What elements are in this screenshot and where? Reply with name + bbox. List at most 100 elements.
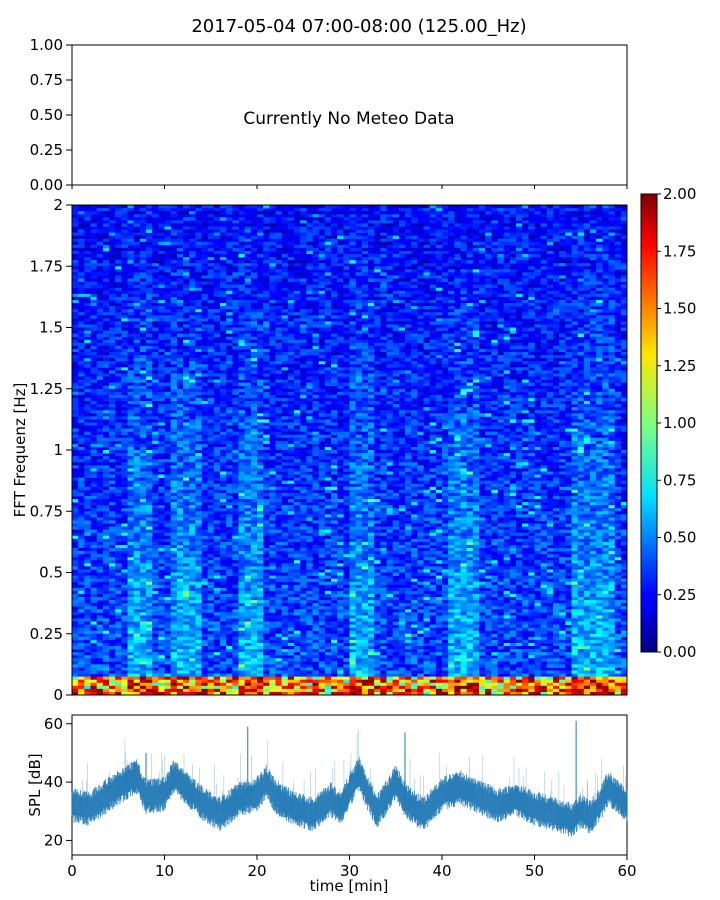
spectrogram-cell bbox=[275, 217, 283, 221]
spectrogram-cell bbox=[269, 443, 276, 448]
spectrogram-cell bbox=[176, 376, 184, 380]
spectrogram-cell bbox=[213, 603, 221, 607]
spectrogram-cell bbox=[269, 502, 276, 506]
spectrogram-cell bbox=[127, 667, 135, 671]
spectrogram-cell bbox=[183, 205, 190, 209]
spectrogram-cell bbox=[287, 554, 295, 558]
spectrogram-cell bbox=[189, 465, 196, 469]
spectrogram-cell bbox=[213, 655, 221, 659]
spectrogram-cell bbox=[152, 456, 159, 460]
spectrogram-cell bbox=[220, 560, 227, 564]
spectrogram-cell bbox=[275, 413, 283, 417]
spectrogram-cell bbox=[201, 254, 209, 258]
spectrogram-cell bbox=[183, 517, 190, 521]
spectrogram-cell bbox=[226, 691, 233, 696]
spectrogram-cell bbox=[281, 419, 289, 423]
spectrogram-cell bbox=[195, 511, 202, 515]
spectrogram-cell bbox=[146, 394, 153, 399]
spectrogram-cell bbox=[207, 281, 215, 286]
spectrogram-cell bbox=[238, 413, 246, 417]
spectrogram-cell bbox=[232, 431, 239, 436]
spectrogram-cell bbox=[287, 299, 295, 304]
spectrogram-cell bbox=[250, 483, 258, 488]
spectrogram-cell bbox=[257, 612, 264, 616]
spectrogram-cell bbox=[287, 633, 295, 638]
spectrogram-cell bbox=[183, 483, 190, 488]
spectrogram-cell bbox=[90, 609, 98, 613]
spectrogram-cell bbox=[133, 318, 141, 322]
spectrogram-cell bbox=[275, 382, 283, 387]
spectrogram-cell bbox=[121, 569, 128, 573]
spectrogram-cell bbox=[102, 318, 110, 322]
spectrogram-cell bbox=[207, 679, 215, 684]
spectrogram-cell bbox=[257, 664, 264, 668]
spectrogram-cell bbox=[238, 633, 246, 638]
spectrogram-cell bbox=[109, 361, 116, 365]
spectrogram-cell bbox=[287, 691, 295, 696]
spectrogram-cell bbox=[250, 587, 258, 592]
spectrogram-cell bbox=[158, 572, 165, 576]
spectrogram-cell bbox=[257, 529, 264, 534]
spectrogram-cell bbox=[90, 299, 98, 304]
spectrogram-cell bbox=[226, 495, 233, 500]
spectrogram-cell bbox=[115, 541, 122, 546]
spectrogram-cell bbox=[213, 385, 221, 390]
spectrogram-cell bbox=[102, 667, 110, 671]
spectrogram-cell bbox=[102, 606, 110, 610]
spectrogram-cell bbox=[257, 324, 264, 328]
spectrogram-cell bbox=[90, 523, 98, 527]
spectrogram-cell bbox=[96, 523, 104, 527]
spectrogram-cell bbox=[189, 376, 196, 380]
spectrogram-cell bbox=[220, 456, 227, 460]
spectrogram-cell bbox=[213, 278, 221, 282]
spectrogram-cell bbox=[250, 413, 258, 417]
spectrogram-cell bbox=[275, 685, 283, 690]
spectrogram-cell bbox=[90, 679, 98, 684]
spectrogram-cell bbox=[226, 548, 233, 552]
spectrogram-cell bbox=[146, 217, 153, 221]
spectrogram-cell bbox=[275, 269, 283, 273]
spectrogram-cell bbox=[195, 208, 202, 212]
spectrogram-cell bbox=[275, 526, 283, 531]
spectrogram-cell bbox=[96, 339, 104, 344]
spectrogram-cell bbox=[176, 517, 184, 521]
spectrogram-cell bbox=[275, 658, 283, 662]
spectrogram-cell bbox=[78, 379, 85, 384]
spectrogram-cell bbox=[207, 321, 215, 325]
spectrogram-cell bbox=[232, 511, 239, 515]
spectrogram-cell bbox=[115, 232, 122, 237]
spectrogram-cell bbox=[176, 431, 184, 436]
spectrogram-cell bbox=[146, 685, 153, 690]
spectrogram-cell bbox=[127, 514, 135, 518]
spectrogram-cell bbox=[109, 664, 116, 668]
spectrogram-cell bbox=[232, 232, 239, 237]
spectrogram-cell bbox=[127, 229, 135, 233]
spectrogram-cell bbox=[170, 229, 178, 233]
spectrogram-cell bbox=[158, 511, 165, 515]
spectrogram-cell bbox=[226, 425, 233, 429]
spectrogram-cell bbox=[109, 223, 116, 227]
spectrogram-cell bbox=[102, 361, 110, 365]
spectrogram-cell bbox=[133, 615, 141, 619]
spectrogram-cell bbox=[96, 254, 104, 258]
spectrogram-cell bbox=[139, 544, 147, 549]
spectrogram-cell bbox=[109, 232, 116, 237]
spectrogram-cell bbox=[158, 422, 165, 426]
spectrogram-cell bbox=[146, 655, 153, 659]
spectrogram-cell bbox=[146, 646, 153, 650]
spectrogram-cell bbox=[195, 508, 202, 512]
spectrogram-cell bbox=[189, 327, 196, 331]
spectrogram-cell bbox=[133, 520, 141, 524]
spectrogram-cell bbox=[263, 370, 270, 374]
spectrogram-cell bbox=[207, 541, 215, 546]
spectrogram-cell bbox=[102, 440, 110, 445]
spectrogram-cell bbox=[109, 388, 116, 393]
spectrogram-cell bbox=[263, 615, 270, 619]
spectrogram-cell bbox=[164, 578, 172, 583]
spectrogram-cell bbox=[84, 649, 91, 653]
spectrogram-cell bbox=[250, 431, 258, 436]
spectrogram-cell bbox=[183, 379, 190, 384]
spectrogram-cell bbox=[281, 664, 289, 668]
spectrogram-cell bbox=[195, 673, 202, 678]
spectrogram-cell bbox=[115, 471, 122, 475]
